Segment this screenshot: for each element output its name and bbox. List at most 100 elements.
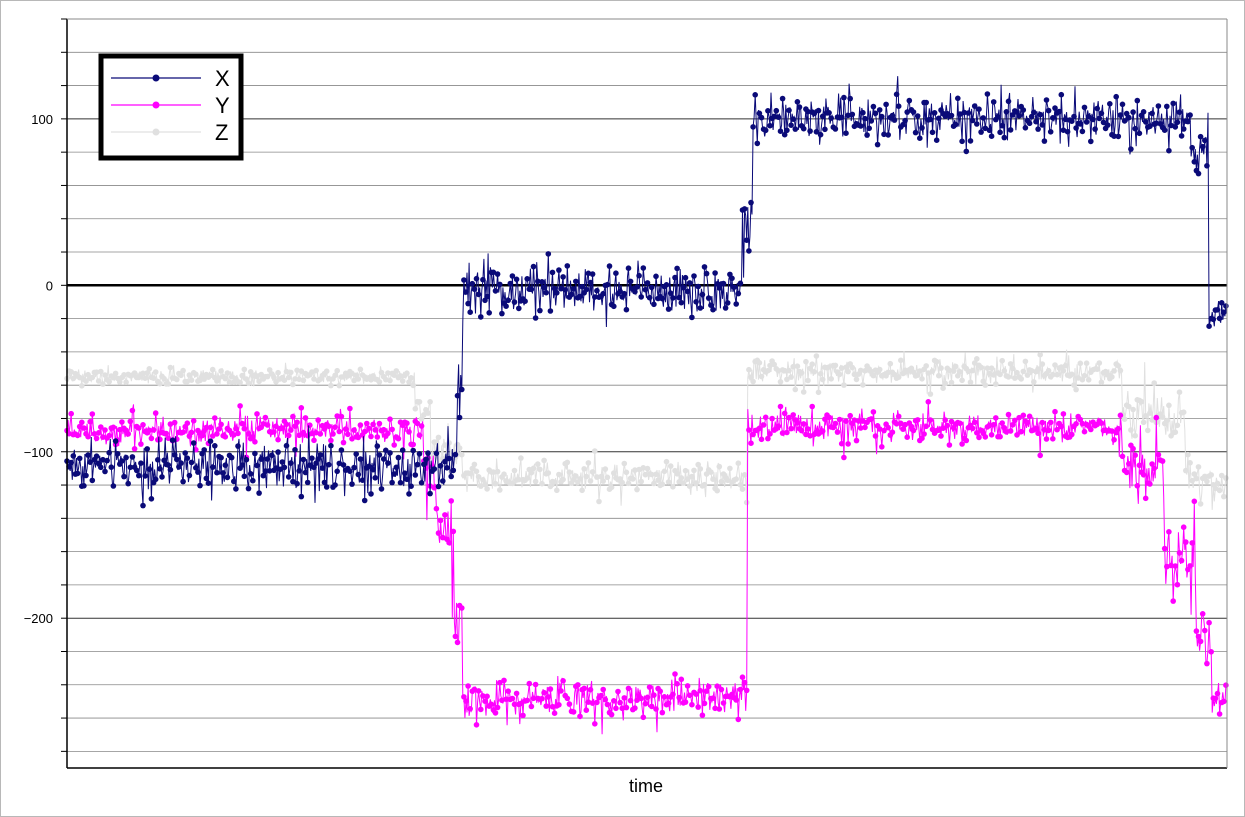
data-point-z [1077, 360, 1084, 367]
data-point-z [999, 357, 1005, 364]
data-point-x [302, 469, 309, 476]
data-point-x [414, 461, 421, 468]
data-point-x [754, 140, 761, 147]
data-point-z [467, 470, 474, 477]
data-point-x [710, 306, 716, 313]
data-point-z [665, 479, 672, 485]
data-point-x [1016, 113, 1022, 119]
data-point-y [862, 424, 868, 431]
data-point-z [345, 373, 351, 379]
data-point-x [247, 471, 254, 477]
data-point-x [326, 461, 332, 468]
data-point-y [1098, 420, 1105, 426]
data-point-z [1128, 427, 1134, 433]
data-point-y [870, 409, 877, 415]
data-point-z [659, 481, 666, 488]
data-point-y [117, 426, 123, 433]
data-point-z [750, 378, 756, 385]
data-point-y [826, 414, 832, 421]
data-point-x [304, 479, 311, 486]
data-point-x [241, 473, 248, 480]
data-point-z [784, 376, 790, 383]
data-point-x [1136, 130, 1143, 137]
data-point-x [948, 112, 955, 119]
data-point-y [347, 405, 353, 412]
data-point-x [106, 449, 112, 456]
data-point-y [659, 709, 666, 716]
data-point-z [188, 377, 195, 383]
data-point-x [309, 455, 315, 462]
data-point-z [990, 372, 997, 378]
data-point-x [967, 138, 974, 144]
data-point-x [435, 483, 442, 490]
data-point-x [733, 301, 739, 307]
data-point-x [931, 110, 938, 116]
data-point-z [950, 368, 957, 374]
data-point-y [148, 435, 155, 442]
data-point-y [391, 442, 398, 448]
data-point-y [851, 417, 858, 424]
data-point-z [1094, 366, 1100, 373]
data-point-x [444, 465, 450, 471]
data-point-x [1191, 159, 1198, 165]
data-point-x [701, 264, 708, 270]
data-point-z [509, 480, 516, 487]
data-point-z [838, 365, 845, 371]
data-point-z [473, 468, 480, 475]
data-point-x [461, 277, 467, 283]
data-point-z [385, 370, 391, 376]
data-point-z [857, 367, 864, 374]
data-point-y [465, 683, 471, 689]
data-point-z [1035, 366, 1041, 372]
data-point-x [532, 315, 539, 321]
data-point-x [473, 275, 480, 282]
x-axis-title: time [629, 776, 663, 796]
data-point-x [815, 107, 822, 114]
data-point-x [465, 300, 471, 307]
data-point-x [1113, 93, 1119, 100]
data-point-x [813, 129, 820, 135]
series-x [64, 76, 1229, 509]
data-point-y [705, 683, 712, 690]
data-point-z [621, 460, 628, 467]
data-point-y [404, 420, 410, 427]
data-point-y [146, 427, 153, 434]
data-point-z [1145, 427, 1151, 434]
data-point-y [167, 421, 174, 427]
data-point-x [93, 453, 100, 460]
data-point-z [938, 365, 944, 371]
data-point-z [1081, 372, 1088, 379]
data-point-z [803, 358, 809, 365]
data-point-x [705, 295, 712, 301]
data-point-y [1164, 563, 1170, 570]
data-point-x [579, 283, 585, 290]
data-point-y [898, 420, 904, 427]
data-point-z [1138, 398, 1145, 405]
data-point-x [266, 468, 273, 474]
data-point-x [378, 486, 385, 492]
data-point-y [260, 421, 267, 427]
data-point-z [1009, 365, 1016, 372]
data-point-x [492, 288, 499, 294]
data-point-x [775, 114, 782, 120]
data-point-y [95, 430, 102, 436]
data-point-y [389, 426, 395, 433]
data-point-y [769, 415, 775, 422]
data-point-z [254, 373, 260, 380]
data-point-y [592, 721, 598, 727]
data-point-z [573, 473, 579, 479]
data-point-x [98, 464, 104, 471]
data-point-y [1183, 539, 1189, 545]
data-point-y [68, 410, 74, 417]
data-point-x [433, 450, 440, 457]
data-point-y [290, 413, 296, 420]
data-point-y [437, 517, 444, 524]
data-point-z [689, 473, 695, 480]
data-point-z [648, 471, 655, 478]
data-point-y [914, 417, 921, 423]
legend-box [98, 53, 244, 161]
data-point-y [435, 530, 442, 536]
data-point-x [1047, 129, 1054, 135]
data-point-z [142, 375, 148, 382]
